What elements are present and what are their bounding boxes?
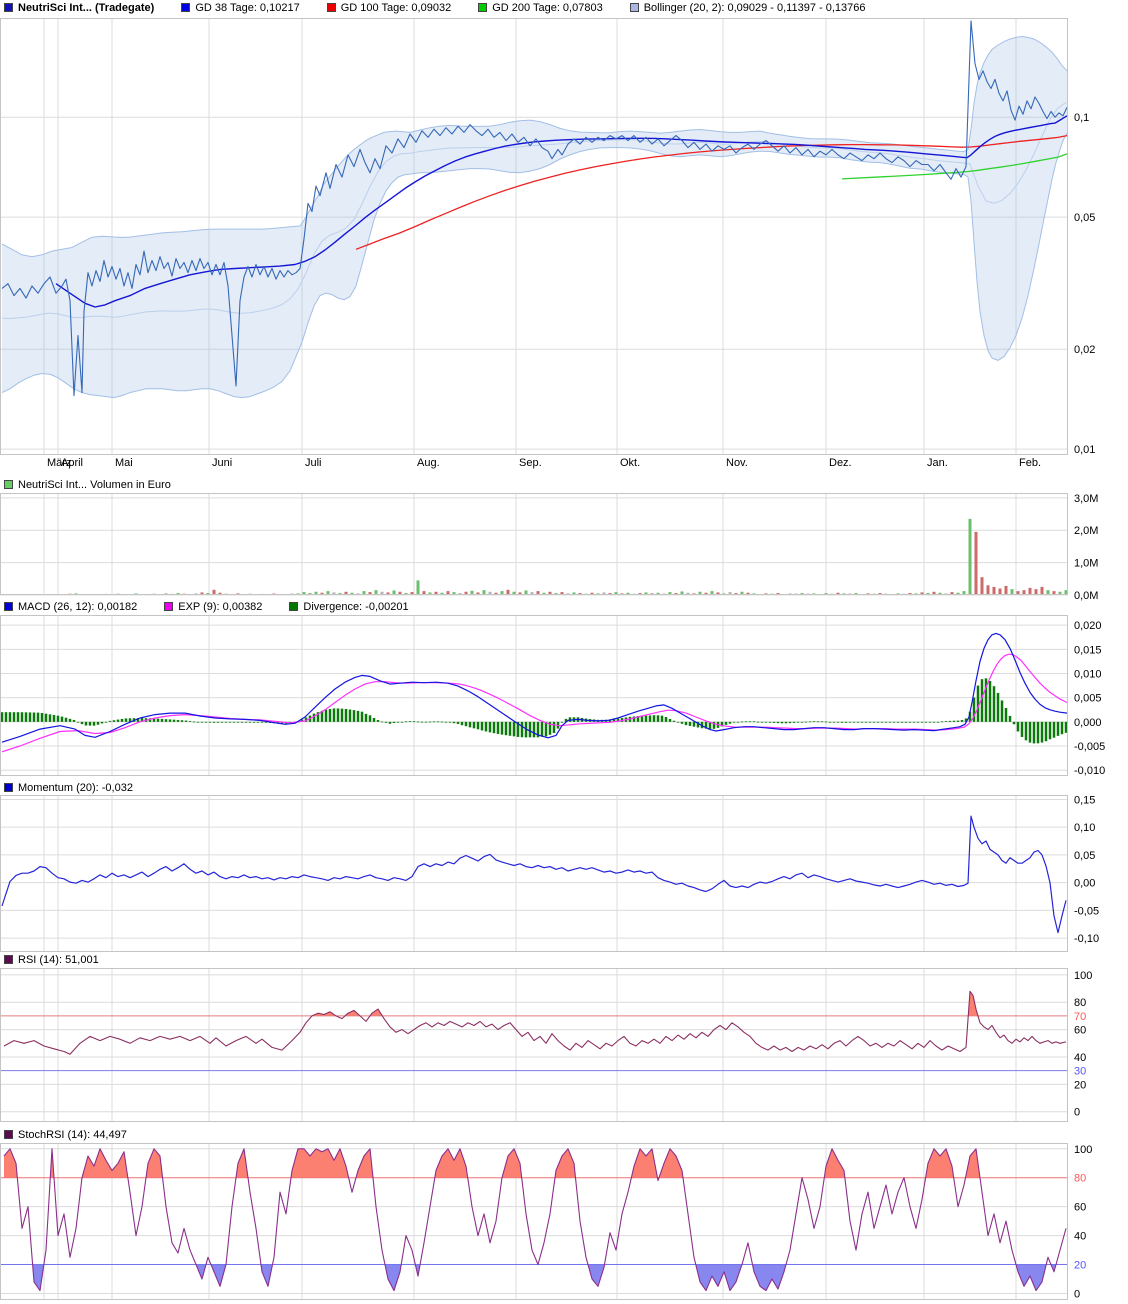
x-axis-month-label: Juni	[212, 457, 233, 469]
svg-text:0,05: 0,05	[1074, 850, 1095, 862]
svg-text:0,005: 0,005	[1074, 693, 1102, 705]
momentum-series-swatch	[4, 783, 13, 792]
macd-panel-plot: 0,020 0,015 0,010 0,005 0,000 -0,005 -0,010	[0, 615, 1105, 777]
svg-text:1,0M: 1,0M	[1074, 558, 1098, 570]
svg-text:2,0M: 2,0M	[1074, 525, 1098, 537]
legend-label-momentum: Momentum (20): -0,032	[18, 781, 133, 794]
svg-text:-0,005: -0,005	[1074, 741, 1105, 753]
legend-label-exp: EXP (9): 0,00382	[178, 600, 263, 613]
stochrsi-panel-plot: 100 80 60 40 20 0	[0, 1143, 1092, 1300]
legend-item-bollinger: Bollinger (20, 2): 0,09029 - 0,11397 - 0…	[629, 1, 866, 14]
legend-label-volume: NeutriSci Int... Volumen in Euro	[18, 478, 171, 491]
svg-text:0,0M: 0,0M	[1074, 590, 1098, 602]
svg-text:60: 60	[1074, 1025, 1086, 1037]
legend-item-gd38: GD 38 Tage: 0,10217	[181, 1, 300, 14]
x-axis-month-label: Nov.	[726, 457, 748, 469]
divergence-series-swatch	[289, 602, 299, 611]
gd100-series-swatch	[326, 3, 336, 12]
svg-text:0,020: 0,020	[1074, 620, 1102, 632]
x-axis-month-label: Feb.	[1019, 457, 1042, 469]
svg-text:0,15: 0,15	[1074, 794, 1095, 806]
svg-text:80: 80	[1074, 1173, 1086, 1185]
x-axis-month-label: Okt.	[620, 457, 641, 469]
legend-volume-panel: NeutriSci Int... Volumen in Euro	[4, 478, 171, 491]
rsi-series-swatch	[4, 955, 13, 964]
legend-momentum-panel: Momentum (20): -0,032	[4, 781, 133, 794]
svg-text:40: 40	[1074, 1231, 1086, 1243]
svg-text:100: 100	[1074, 970, 1092, 982]
svg-text:3,0M: 3,0M	[1074, 493, 1098, 505]
legend-price-panel: NeutriSci Int... (Tradegate) GD 38 Tage:…	[4, 1, 866, 14]
legend-item-momentum: Momentum (20): -0,032	[4, 782, 133, 794]
momentum-panel-plot: 0,15 0,10 0,05 0,00 -0,05 -0,10	[0, 794, 1099, 952]
svg-text:0,02: 0,02	[1074, 344, 1095, 356]
bollinger-series-swatch	[629, 3, 639, 12]
legend-item-exp: EXP (9): 0,00382	[164, 601, 262, 613]
legend-item-macd: MACD (26, 12): 0,00182	[4, 601, 137, 613]
svg-text:60: 60	[1074, 1202, 1086, 1214]
legend-label-bollinger: Bollinger (20, 2): 0,09029 - 0,11397 - 0…	[643, 1, 866, 14]
legend-item-volume: NeutriSci Int... Volumen in Euro	[4, 479, 171, 491]
svg-text:0,00: 0,00	[1074, 878, 1095, 890]
legend-stochrsi-panel: StochRSI (14): 44,497	[4, 1128, 127, 1141]
svg-text:-0,05: -0,05	[1074, 905, 1099, 917]
svg-text:0: 0	[1074, 1107, 1080, 1119]
x-axis-month-label: Jan.	[927, 457, 948, 469]
svg-text:-0,10: -0,10	[1074, 933, 1099, 945]
macd-series-swatch	[4, 602, 13, 611]
stochrsi-series-swatch	[4, 1130, 13, 1139]
x-axis-month-label: April	[61, 457, 84, 469]
legend-label-stochrsi: StochRSI (14): 44,497	[18, 1128, 127, 1141]
legend-item-rsi: RSI (14): 51,001	[4, 954, 99, 966]
gd200-series-swatch	[478, 3, 488, 12]
svg-text:0,010: 0,010	[1074, 669, 1102, 681]
x-axis-month-label: Mai	[115, 457, 133, 469]
svg-text:70: 70	[1074, 1011, 1086, 1023]
legend-label-macd: MACD (26, 12): 0,00182	[18, 600, 138, 613]
legend-item-gd100: GD 100 Tage: 0,09032	[326, 1, 452, 14]
svg-text:20: 20	[1074, 1260, 1086, 1272]
legend-item-price: NeutriSci Int... (Tradegate)	[4, 2, 154, 14]
svg-text:20: 20	[1074, 1079, 1086, 1091]
legend-rsi-panel: RSI (14): 51,001	[4, 953, 99, 966]
svg-text:-0,010: -0,010	[1074, 765, 1105, 777]
svg-text:0: 0	[1074, 1288, 1080, 1300]
legend-item-stochrsi: StochRSI (14): 44,497	[4, 1129, 127, 1141]
price-series-swatch	[4, 3, 13, 12]
legend-label-divergence: Divergence: -0,00201	[303, 600, 409, 613]
volume-panel-plot: 3,0M 2,0M 1,0M 0,0M	[0, 493, 1098, 602]
x-axis-labels: März April Mai Juni Juli Aug. Sep. Okt. Nov. Dez.…	[0, 457, 1128, 472]
x-axis-month-label: Juli	[305, 457, 322, 469]
svg-text:0,10: 0,10	[1074, 822, 1095, 834]
gd38-series-swatch	[181, 3, 191, 12]
legend-label-gd38: GD 38 Tage: 0,10217	[195, 1, 300, 14]
volume-series-swatch	[4, 480, 13, 489]
legend-macd-panel: MACD (26, 12): 0,00182 EXP (9): 0,00382 …	[4, 600, 409, 613]
legend-label-price: NeutriSci Int... (Tradegate)	[18, 1, 155, 14]
svg-text:80: 80	[1074, 997, 1086, 1009]
legend-item-divergence: Divergence: -0,00201	[289, 600, 409, 613]
legend-label-gd200: GD 200 Tage: 0,07803	[492, 1, 603, 14]
legend-item-gd200: GD 200 Tage: 0,07803	[478, 2, 603, 14]
x-axis-month-label: März	[47, 457, 72, 469]
legend-label-rsi: RSI (14): 51,001	[18, 953, 99, 966]
x-axis-month-label: Aug.	[417, 457, 440, 469]
x-axis-month-label: Sep.	[519, 457, 542, 469]
svg-text:100: 100	[1074, 1144, 1092, 1156]
svg-text:0,01: 0,01	[1074, 444, 1095, 456]
svg-text:40: 40	[1074, 1052, 1086, 1064]
svg-text:0,000: 0,000	[1074, 717, 1102, 729]
exp-series-swatch	[164, 602, 174, 611]
svg-text:0,05: 0,05	[1074, 212, 1095, 224]
svg-text:0,1: 0,1	[1074, 112, 1089, 124]
price-panel-plot: 0,1 0,05 0,02 0,01	[0, 18, 1095, 456]
legend-label-gd100: GD 100 Tage: 0,09032	[340, 1, 452, 14]
x-axis-month-label: Dez.	[829, 457, 852, 469]
svg-text:30: 30	[1074, 1066, 1086, 1078]
svg-text:0,015: 0,015	[1074, 644, 1102, 656]
